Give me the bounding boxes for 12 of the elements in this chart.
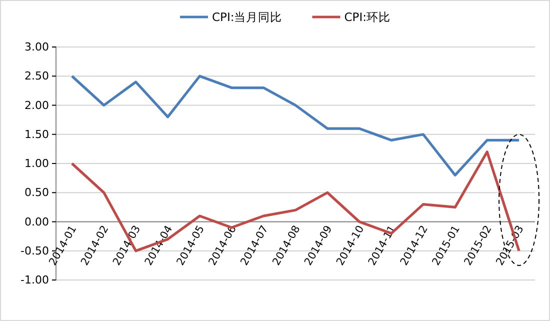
- y-tick-label: 2.50: [24, 70, 49, 83]
- y-tick-label: -1.00: [20, 274, 49, 287]
- y-tick-label: 0.50: [24, 186, 49, 200]
- y-tick-label: 2.00: [24, 98, 49, 112]
- legend-label: CPI:当月同比: [212, 10, 282, 24]
- y-tick-label: 1.00: [24, 157, 49, 170]
- y-tick-label: 0.00: [24, 215, 49, 228]
- legend-label: CPI:环比: [344, 10, 390, 24]
- y-tick-label: -0.50: [20, 244, 49, 258]
- line-series: [70, 74, 520, 176]
- y-tick-label: 1.50: [24, 128, 49, 141]
- y-tick-label: 3.00: [24, 40, 49, 54]
